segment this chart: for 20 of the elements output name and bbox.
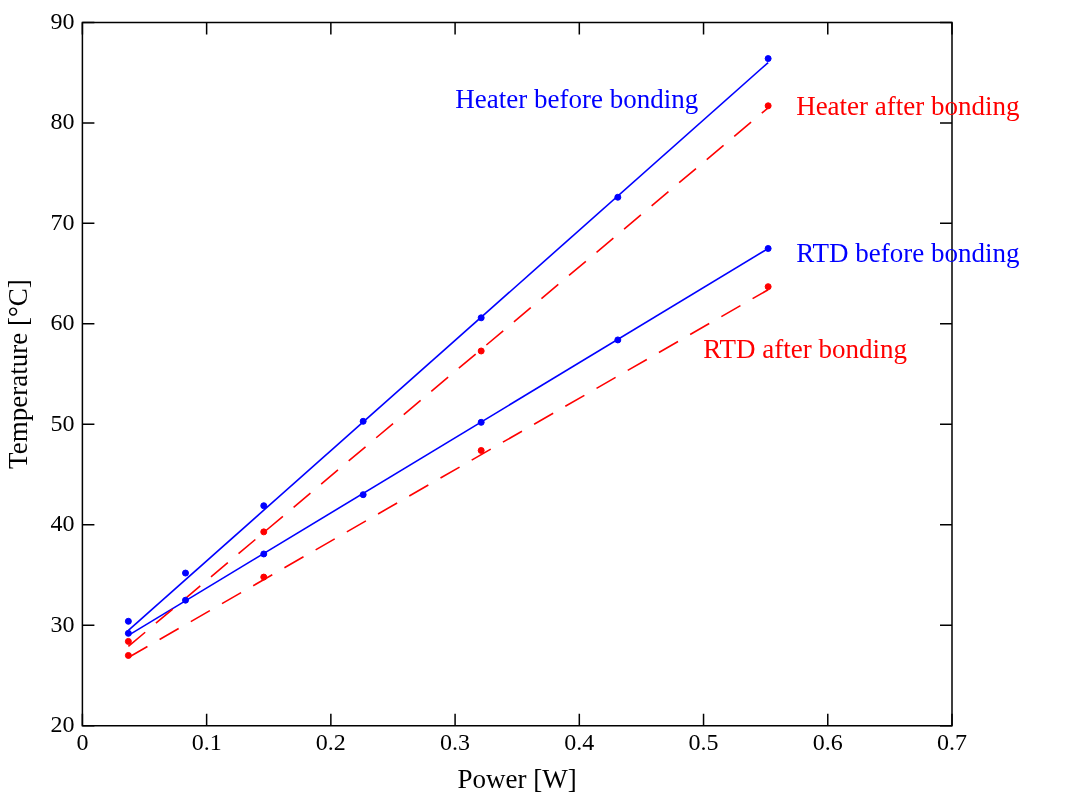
y-tick-label: 40 bbox=[50, 510, 75, 537]
y-tick-label: 30 bbox=[50, 610, 75, 637]
y-tick-label: 90 bbox=[50, 7, 75, 34]
y-tick-label: 50 bbox=[50, 409, 75, 436]
y-tick-label: 80 bbox=[50, 108, 75, 135]
x-tick-label: 0 bbox=[76, 729, 89, 756]
y-axis-title: Temperature [°C] bbox=[3, 279, 34, 469]
x-tick-label: 0.4 bbox=[564, 729, 595, 756]
text: Heater before bonding bbox=[455, 83, 699, 114]
x-tick-label: 0.3 bbox=[440, 729, 471, 756]
y-tick-label: 70 bbox=[50, 208, 75, 235]
y-tick-label: 20 bbox=[50, 711, 75, 738]
text: RTD after bonding bbox=[703, 333, 907, 364]
y-tick-label: 60 bbox=[50, 309, 75, 336]
x-tick-label: 0.7 bbox=[937, 729, 967, 756]
x-axis-title: Power [W] bbox=[457, 763, 577, 794]
x-tick-label: 0.5 bbox=[688, 729, 719, 756]
x-tick-label: 0.1 bbox=[191, 729, 222, 756]
x-tick-label: 0.6 bbox=[812, 729, 843, 756]
x-tick-label: 0.2 bbox=[315, 729, 346, 756]
